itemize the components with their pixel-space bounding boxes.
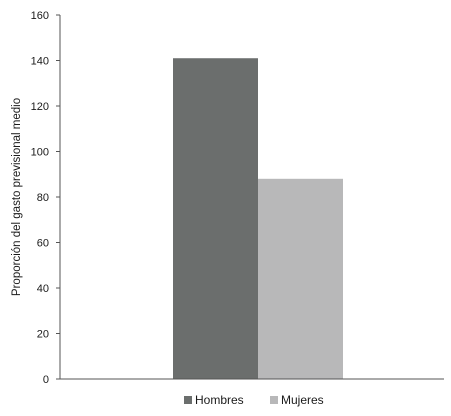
y-tick-label: 80 bbox=[37, 192, 49, 204]
y-tick-label: 120 bbox=[31, 101, 49, 113]
bars bbox=[173, 58, 343, 379]
legend-label-mujeres: Mujeres bbox=[281, 393, 324, 407]
y-tick-label: 20 bbox=[37, 329, 49, 341]
y-axis-title: Proporción del gasto previsional medio bbox=[11, 98, 23, 296]
y-tick-label: 40 bbox=[37, 283, 49, 295]
legend-swatch-hombres bbox=[184, 396, 192, 404]
legend: Hombres Mujeres bbox=[184, 393, 324, 407]
bar-mujeres bbox=[258, 178, 343, 379]
y-tick-label: 60 bbox=[37, 238, 49, 250]
y-tick-label: 160 bbox=[31, 10, 49, 22]
y-tick-label: 0 bbox=[43, 374, 49, 386]
legend-label-hombres: Hombres bbox=[195, 393, 244, 407]
y-axis-ticks: 0 20 40 60 80 100 120 140 160 bbox=[31, 10, 60, 386]
y-tick-label: 140 bbox=[31, 56, 49, 68]
legend-swatch-mujeres bbox=[270, 396, 278, 404]
bar-hombres bbox=[173, 58, 258, 379]
y-tick-label: 100 bbox=[31, 147, 49, 159]
